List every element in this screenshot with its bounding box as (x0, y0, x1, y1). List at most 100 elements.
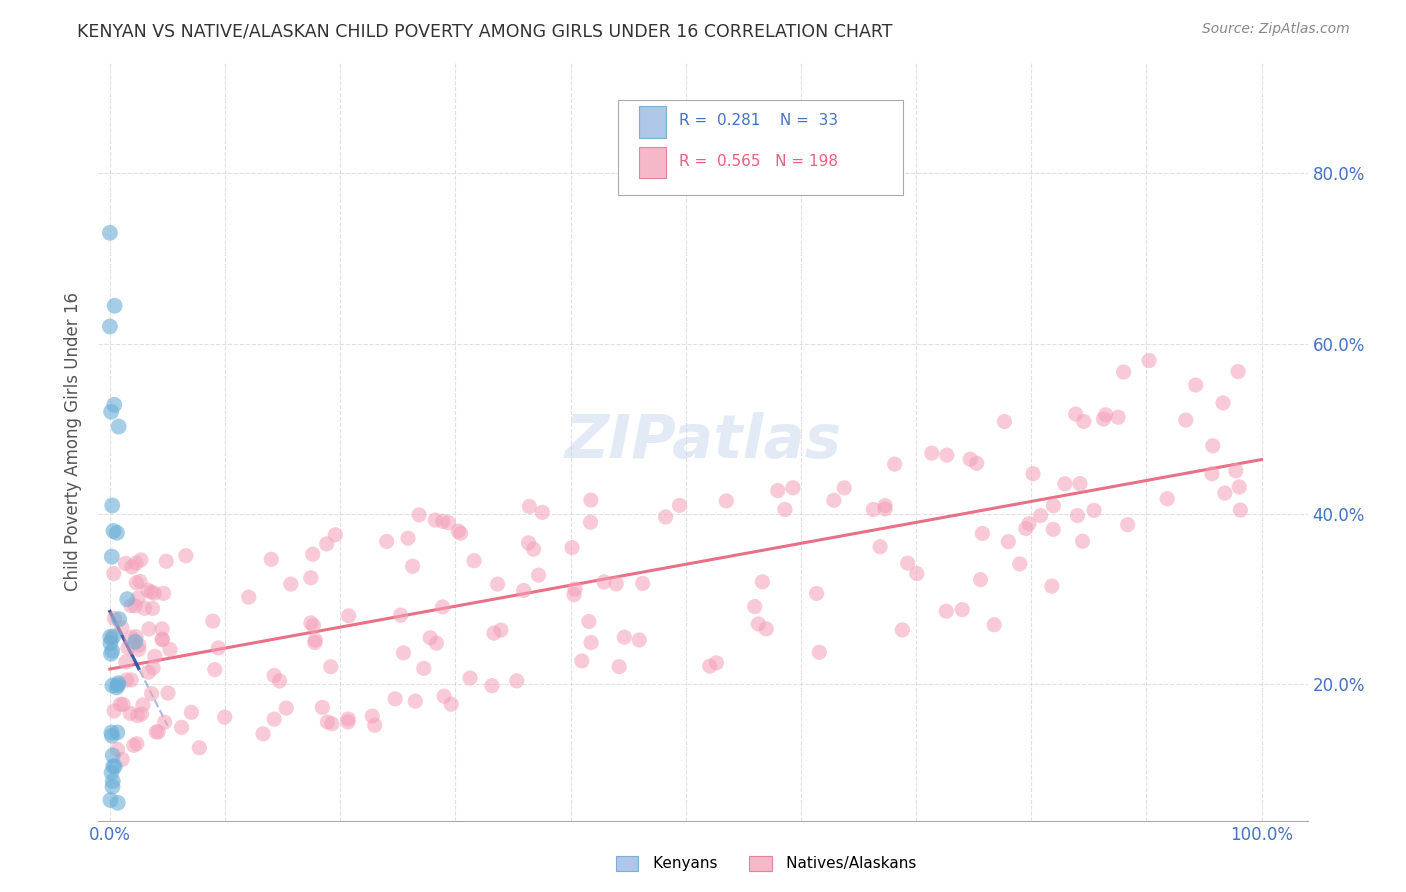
Point (115, 592, 138, 607)
Point (98, 630, 121, 644)
Text: Natives/Alaskans: Natives/Alaskans (752, 856, 917, 871)
Point (101, 549, 124, 564)
Point (276, 701, 298, 715)
Point (571, 654, 593, 668)
Point (862, 502, 884, 516)
Point (128, 642, 150, 657)
Point (100, 405, 122, 419)
Point (1156, 491, 1178, 506)
Point (120, 599, 142, 613)
Point (156, 686, 179, 700)
Point (238, 590, 260, 604)
Point (489, 623, 512, 637)
Point (751, 574, 773, 589)
Point (1229, 503, 1251, 517)
Point (263, 668, 285, 682)
Point (304, 633, 326, 648)
Point (425, 636, 447, 650)
Point (517, 500, 540, 514)
Point (905, 566, 928, 581)
Point (1201, 467, 1223, 481)
Point (562, 588, 585, 602)
Point (124, 599, 146, 613)
Point (593, 574, 616, 589)
Point (114, 557, 136, 571)
Point (463, 554, 485, 568)
Point (564, 582, 586, 596)
Point (132, 698, 155, 712)
Point (100, 765, 122, 780)
Point (1092, 412, 1115, 426)
Point (361, 709, 384, 723)
Point (142, 601, 165, 615)
Point (124, 634, 146, 648)
Point (101, 780, 124, 794)
Point (101, 748, 124, 763)
Point (1212, 396, 1234, 410)
Text: KENYAN VS NATIVE/ALASKAN CHILD POVERTY AMONG GIRLS UNDER 16 CORRELATION CHART: KENYAN VS NATIVE/ALASKAN CHILD POVERTY A… (77, 22, 893, 40)
Point (122, 739, 145, 753)
Point (304, 635, 326, 649)
Point (111, 752, 134, 766)
Point (897, 556, 920, 570)
Point (1213, 486, 1236, 500)
Point (364, 718, 387, 732)
Point (579, 515, 602, 529)
Point (993, 415, 1015, 429)
Point (315, 537, 337, 551)
Point (458, 671, 481, 685)
Point (153, 715, 176, 730)
Y-axis label: Child Poverty Among Girls Under 16: Child Poverty Among Girls Under 16 (65, 292, 83, 591)
Point (136, 583, 159, 598)
Point (101, 644, 124, 658)
Point (100, 725, 122, 739)
Point (142, 661, 165, 675)
Point (1053, 476, 1076, 491)
Point (129, 553, 152, 567)
Point (1015, 521, 1038, 535)
Point (1064, 407, 1087, 421)
Point (823, 493, 845, 508)
FancyBboxPatch shape (619, 101, 903, 195)
Point (150, 632, 173, 647)
Point (506, 673, 529, 688)
Point (107, 419, 129, 434)
Point (579, 493, 602, 508)
Point (766, 483, 789, 498)
Point (207, 640, 229, 655)
Point (98, 319, 121, 334)
Point (375, 534, 398, 549)
Point (935, 448, 957, 462)
Point (699, 659, 721, 673)
Point (125, 575, 148, 590)
Point (997, 534, 1019, 549)
Point (141, 585, 163, 599)
Point (131, 706, 153, 721)
Point (404, 694, 426, 708)
Point (1073, 414, 1095, 428)
Point (1022, 467, 1045, 481)
Point (125, 737, 148, 751)
Point (1137, 353, 1160, 368)
Point (134, 601, 156, 615)
Point (875, 499, 897, 513)
Point (125, 630, 148, 644)
Point (107, 742, 129, 756)
Text: ZIPatlas: ZIPatlas (564, 412, 842, 471)
Point (280, 577, 302, 591)
Point (263, 712, 285, 726)
Point (311, 700, 333, 714)
Point (299, 615, 322, 630)
Point (120, 630, 142, 644)
Point (103, 704, 125, 718)
Point (806, 586, 828, 600)
Point (107, 678, 129, 692)
Point (512, 583, 534, 598)
Point (152, 586, 174, 600)
Point (145, 725, 167, 739)
Point (747, 617, 769, 632)
Point (103, 759, 125, 773)
Point (159, 642, 181, 657)
Point (120, 706, 142, 721)
Point (481, 679, 503, 693)
